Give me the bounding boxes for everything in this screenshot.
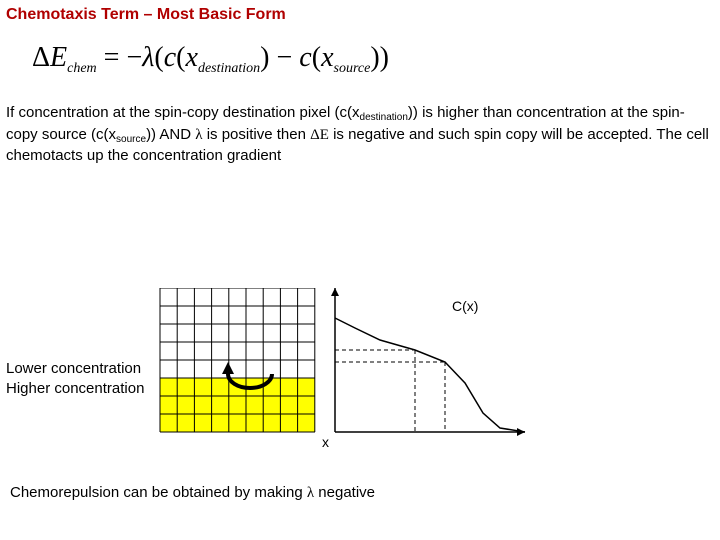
diagram-region: Lower concentration Higher concentration — [0, 288, 720, 468]
para-lambda: λ — [195, 127, 202, 143]
para-f2sub: source — [116, 134, 146, 145]
label-x-axis: x — [322, 434, 329, 450]
para-f2b: )) — [146, 126, 156, 143]
para-f1a: (c(x — [335, 104, 360, 121]
eq-equals: = − — [97, 42, 143, 73]
eq-c2: c — [299, 42, 311, 73]
para-t4: is positive then — [203, 126, 311, 143]
eq-c1: c — [164, 42, 176, 73]
footer-t1: Chemorepulsion can be obtained by making — [10, 484, 307, 501]
explanation-paragraph: If concentration at the spin-copy destin… — [6, 103, 714, 166]
eq-close: ) — [380, 42, 389, 73]
eq-p2o: ( — [312, 42, 321, 73]
para-f1b: )) — [408, 104, 418, 121]
page-title: Chemotaxis Term – Most Basic Form — [6, 6, 714, 24]
eq-E: E — [50, 42, 67, 73]
eq-x1: x — [186, 42, 198, 73]
footer-note: Chemorepulsion can be obtained by making… — [10, 484, 375, 502]
eq-sub-chem: chem — [67, 61, 97, 76]
eq-lambda: λ — [142, 42, 154, 73]
footer-t2: negative — [314, 484, 375, 501]
eq-x2: x — [321, 42, 333, 73]
eq-open: ( — [154, 42, 163, 73]
label-c-of-x: C(x) — [452, 298, 478, 314]
eq-p1c: ) — [260, 42, 269, 73]
para-f2a: (c(x — [91, 126, 116, 143]
para-t1: If concentration at the spin-copy destin… — [6, 104, 335, 121]
eq-p1o: ( — [176, 42, 185, 73]
chemotaxis-equation: ΔEchem = −λ(c(xdestination) − c(xsource)… — [32, 42, 714, 77]
eq-delta: Δ — [32, 42, 50, 73]
eq-minus: − — [270, 42, 300, 73]
para-dE: ΔE — [310, 127, 329, 143]
eq-p2c: ) — [370, 42, 379, 73]
diagram-svg — [0, 288, 720, 448]
eq-x2sub: source — [334, 61, 371, 76]
para-f1sub: destination — [360, 112, 408, 123]
eq-x1sub: destination — [198, 61, 260, 76]
para-t3: AND — [156, 126, 195, 143]
